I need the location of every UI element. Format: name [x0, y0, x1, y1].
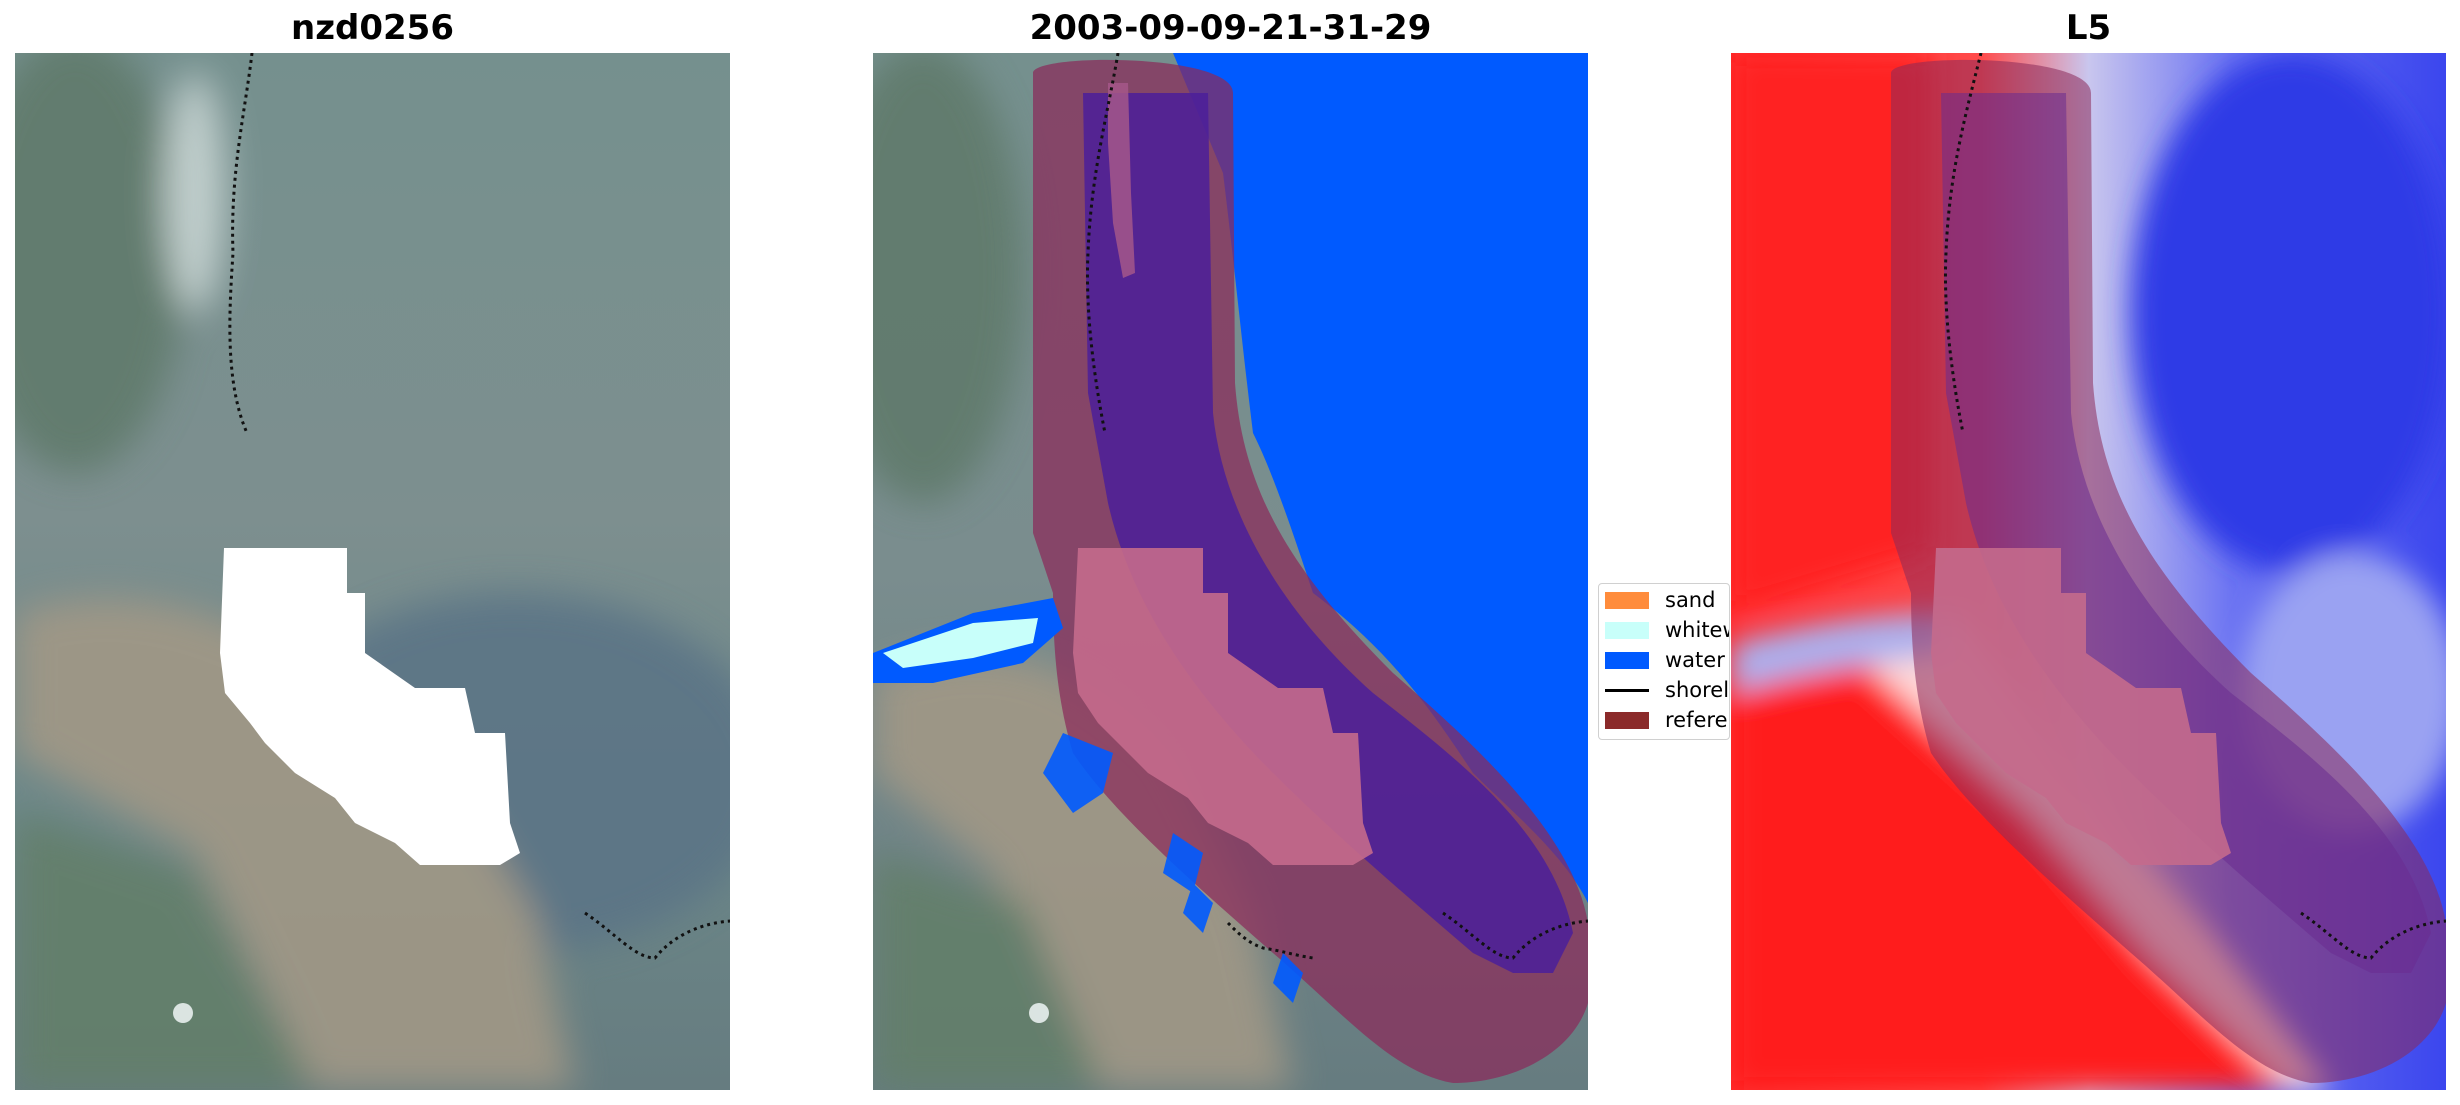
legend-item-shoreline: shoreline [1605, 676, 1730, 704]
legend-swatch-sand [1605, 591, 1649, 609]
index-image [1731, 53, 2446, 1090]
panel-title-index: L5 [2065, 8, 2112, 48]
legend-label-sand: sand [1665, 588, 1716, 612]
water-region [1173, 53, 1588, 903]
rgb-image-panel [15, 53, 730, 1090]
legend-swatch-reference [1605, 711, 1649, 729]
legend-item-reference: reference [1605, 706, 1729, 734]
panel-title-classification: 2003-09-09-21-31-29 [1029, 8, 1432, 48]
legend-swatch-shoreline [1605, 688, 1649, 692]
legend-item-water: water [1605, 646, 1725, 674]
classification-image [873, 53, 1588, 1090]
index-panel [1731, 53, 2446, 1090]
mask-region [220, 548, 520, 865]
rgb-image [15, 53, 730, 1090]
legend-swatch-water [1605, 651, 1649, 669]
legend-label-reference: reference [1665, 708, 1729, 732]
panel-title-rgb: nzd0256 [291, 8, 454, 48]
legend-swatch-whitewater [1605, 621, 1649, 639]
whitewater-region [883, 618, 1038, 668]
legend-label-shoreline: shoreline [1665, 678, 1730, 702]
classification-panel [873, 53, 1588, 1090]
legend-label-water: water [1665, 648, 1725, 672]
legend-item-sand: sand [1605, 586, 1715, 614]
